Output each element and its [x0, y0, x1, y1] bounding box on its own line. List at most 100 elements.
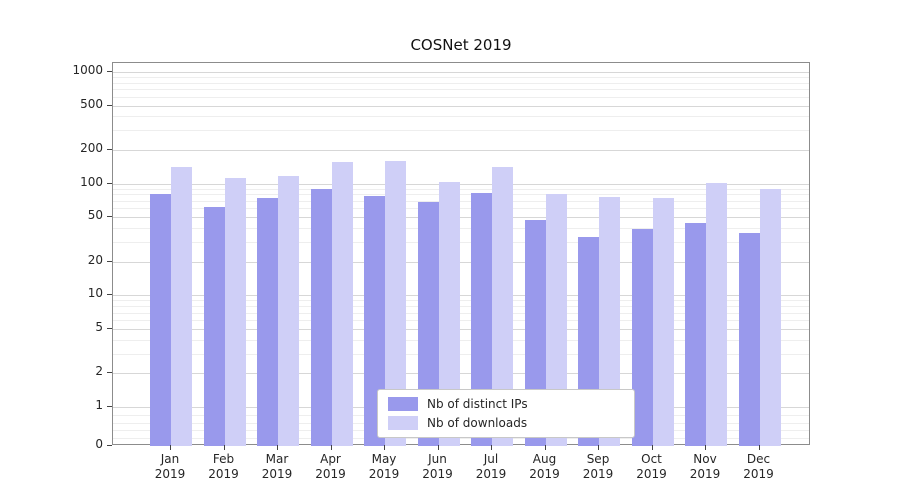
gridline-major-500 [113, 105, 809, 107]
x-tick-label-jul: Jul 2019 [475, 452, 507, 481]
x-tick-mark-jul [491, 445, 492, 450]
bar-downloads-sep [599, 196, 620, 446]
bar-downloads-aug [545, 194, 567, 446]
bar-distinct-ips-jan [150, 194, 171, 446]
x-tick-mark-apr [331, 445, 332, 450]
gridline-minor-9 [113, 300, 809, 302]
legend-label-distinct-ips: Nb of distinct IPs [427, 397, 528, 411]
gridline-minor-70 [113, 200, 809, 202]
gridline-minor-900 [113, 77, 809, 78]
x-tick-mark-sep [598, 445, 599, 450]
bar-distinct-ips-oct [631, 229, 653, 446]
y-tick-label-20: 20 [87, 252, 103, 267]
y-tick-label-0: 0 [95, 437, 103, 451]
bar-downloads-mar [278, 175, 299, 446]
gridline-minor-400 [113, 116, 809, 118]
x-tick-label-dec: Dec 2019 [743, 452, 774, 481]
y-tick-mark-200 [107, 149, 112, 150]
legend-swatch-distinct-ips [388, 397, 418, 411]
plot-area [112, 62, 810, 446]
bar-downloads-dec [759, 188, 781, 446]
y-tick-label-1: 1 [95, 398, 103, 412]
x-tick-label-jan: Jan 2019 [154, 452, 186, 481]
y-tick-label-5: 5 [95, 319, 103, 334]
bar-distinct-ips-mar [257, 197, 278, 446]
x-tick-mark-jan [170, 445, 171, 450]
bar-distinct-ips-apr [310, 188, 332, 446]
bar-distinct-ips-may [364, 195, 385, 446]
gridline-minor-6 [113, 320, 809, 322]
bar-downloads-apr [331, 162, 353, 446]
gridline-minor-8 [113, 306, 809, 308]
y-tick-mark-1000 [107, 70, 112, 72]
x-tick-label-sep: Sep 2019 [582, 452, 614, 481]
gridline-minor-4 [113, 339, 809, 341]
gridline-minor-800 [113, 82, 809, 84]
x-tick-label-apr: Apr 2019 [315, 452, 346, 481]
legend-label-downloads: Nb of downloads [427, 416, 528, 430]
gridline-major-1000 [113, 71, 809, 73]
gridline-minor-0.2 [113, 438, 809, 440]
bar-distinct-ips-jun [417, 202, 439, 446]
y-tick-label-200: 200 [80, 141, 103, 155]
gridline-major-100 [113, 183, 809, 185]
chart-title: COSNet 2019 [410, 36, 512, 54]
bar-downloads-oct [652, 198, 674, 446]
bar-downloads-jun [438, 182, 460, 446]
gridline-minor-600 [113, 96, 809, 98]
gridline-minor-90 [113, 188, 809, 190]
bar-distinct-ips-nov [685, 223, 706, 446]
y-tick-label-1000: 1000 [72, 62, 103, 77]
gridline-minor-40 [113, 228, 809, 229]
gridline-minor-7 [113, 312, 809, 314]
gridline-minor-30 [113, 242, 809, 243]
x-tick-mark-nov [705, 445, 706, 450]
x-tick-mark-oct [652, 445, 653, 450]
x-tick-mark-feb [224, 445, 225, 450]
x-tick-mark-dec [759, 445, 760, 450]
y-tick-mark-0 [107, 445, 112, 446]
gridline-minor-80 [113, 194, 809, 196]
x-tick-label-nov: Nov 2019 [689, 452, 721, 481]
gridline-major-20 [113, 261, 809, 263]
legend: Nb of distinct IPs Nb of downloads [377, 389, 635, 438]
y-tick-mark-50 [107, 216, 112, 218]
y-tick-mark-500 [107, 104, 112, 106]
x-tick-label-jun: Jun 2019 [422, 452, 453, 481]
y-tick-mark-10 [107, 294, 112, 296]
x-tick-mark-may [384, 445, 385, 450]
x-tick-label-may: May 2019 [368, 452, 400, 481]
x-tick-label-mar: Mar 2019 [261, 452, 293, 481]
y-tick-mark-1 [107, 406, 112, 407]
x-tick-mark-mar [277, 445, 278, 450]
bar-downloads-jan [171, 167, 192, 446]
gridline-major-200 [113, 150, 809, 151]
y-tick-label-50: 50 [87, 208, 103, 223]
bar-distinct-ips-dec [738, 233, 760, 446]
gridline-major-50 [113, 217, 809, 219]
gridline-minor-700 [113, 89, 809, 91]
bar-downloads-nov [706, 182, 727, 446]
gridline-major-5 [113, 328, 809, 330]
legend-item-downloads: Nb of downloads [388, 416, 624, 430]
x-tick-label-aug: Aug 2019 [529, 452, 560, 481]
legend-swatch-downloads [388, 416, 418, 430]
x-tick-mark-aug [545, 445, 546, 450]
gridline-major-10 [113, 295, 809, 297]
y-tick-label-100: 100 [80, 174, 103, 189]
y-tick-mark-100 [107, 182, 112, 184]
y-tick-mark-5 [107, 327, 112, 329]
x-tick-label-oct: Oct 2019 [636, 452, 667, 481]
y-tick-label-500: 500 [80, 96, 103, 111]
y-tick-label-2: 2 [95, 364, 103, 379]
bar-distinct-ips-jul [471, 192, 492, 446]
x-tick-mark-jun [438, 445, 439, 450]
y-tick-mark-2 [107, 372, 112, 374]
bar-distinct-ips-feb [203, 206, 225, 446]
gridline-major-2 [113, 373, 809, 375]
legend-item-distinct-ips: Nb of distinct IPs [388, 397, 624, 411]
bar-downloads-feb [224, 178, 246, 446]
gridline-minor-60 [113, 208, 809, 210]
gridline-minor-3 [113, 353, 809, 355]
